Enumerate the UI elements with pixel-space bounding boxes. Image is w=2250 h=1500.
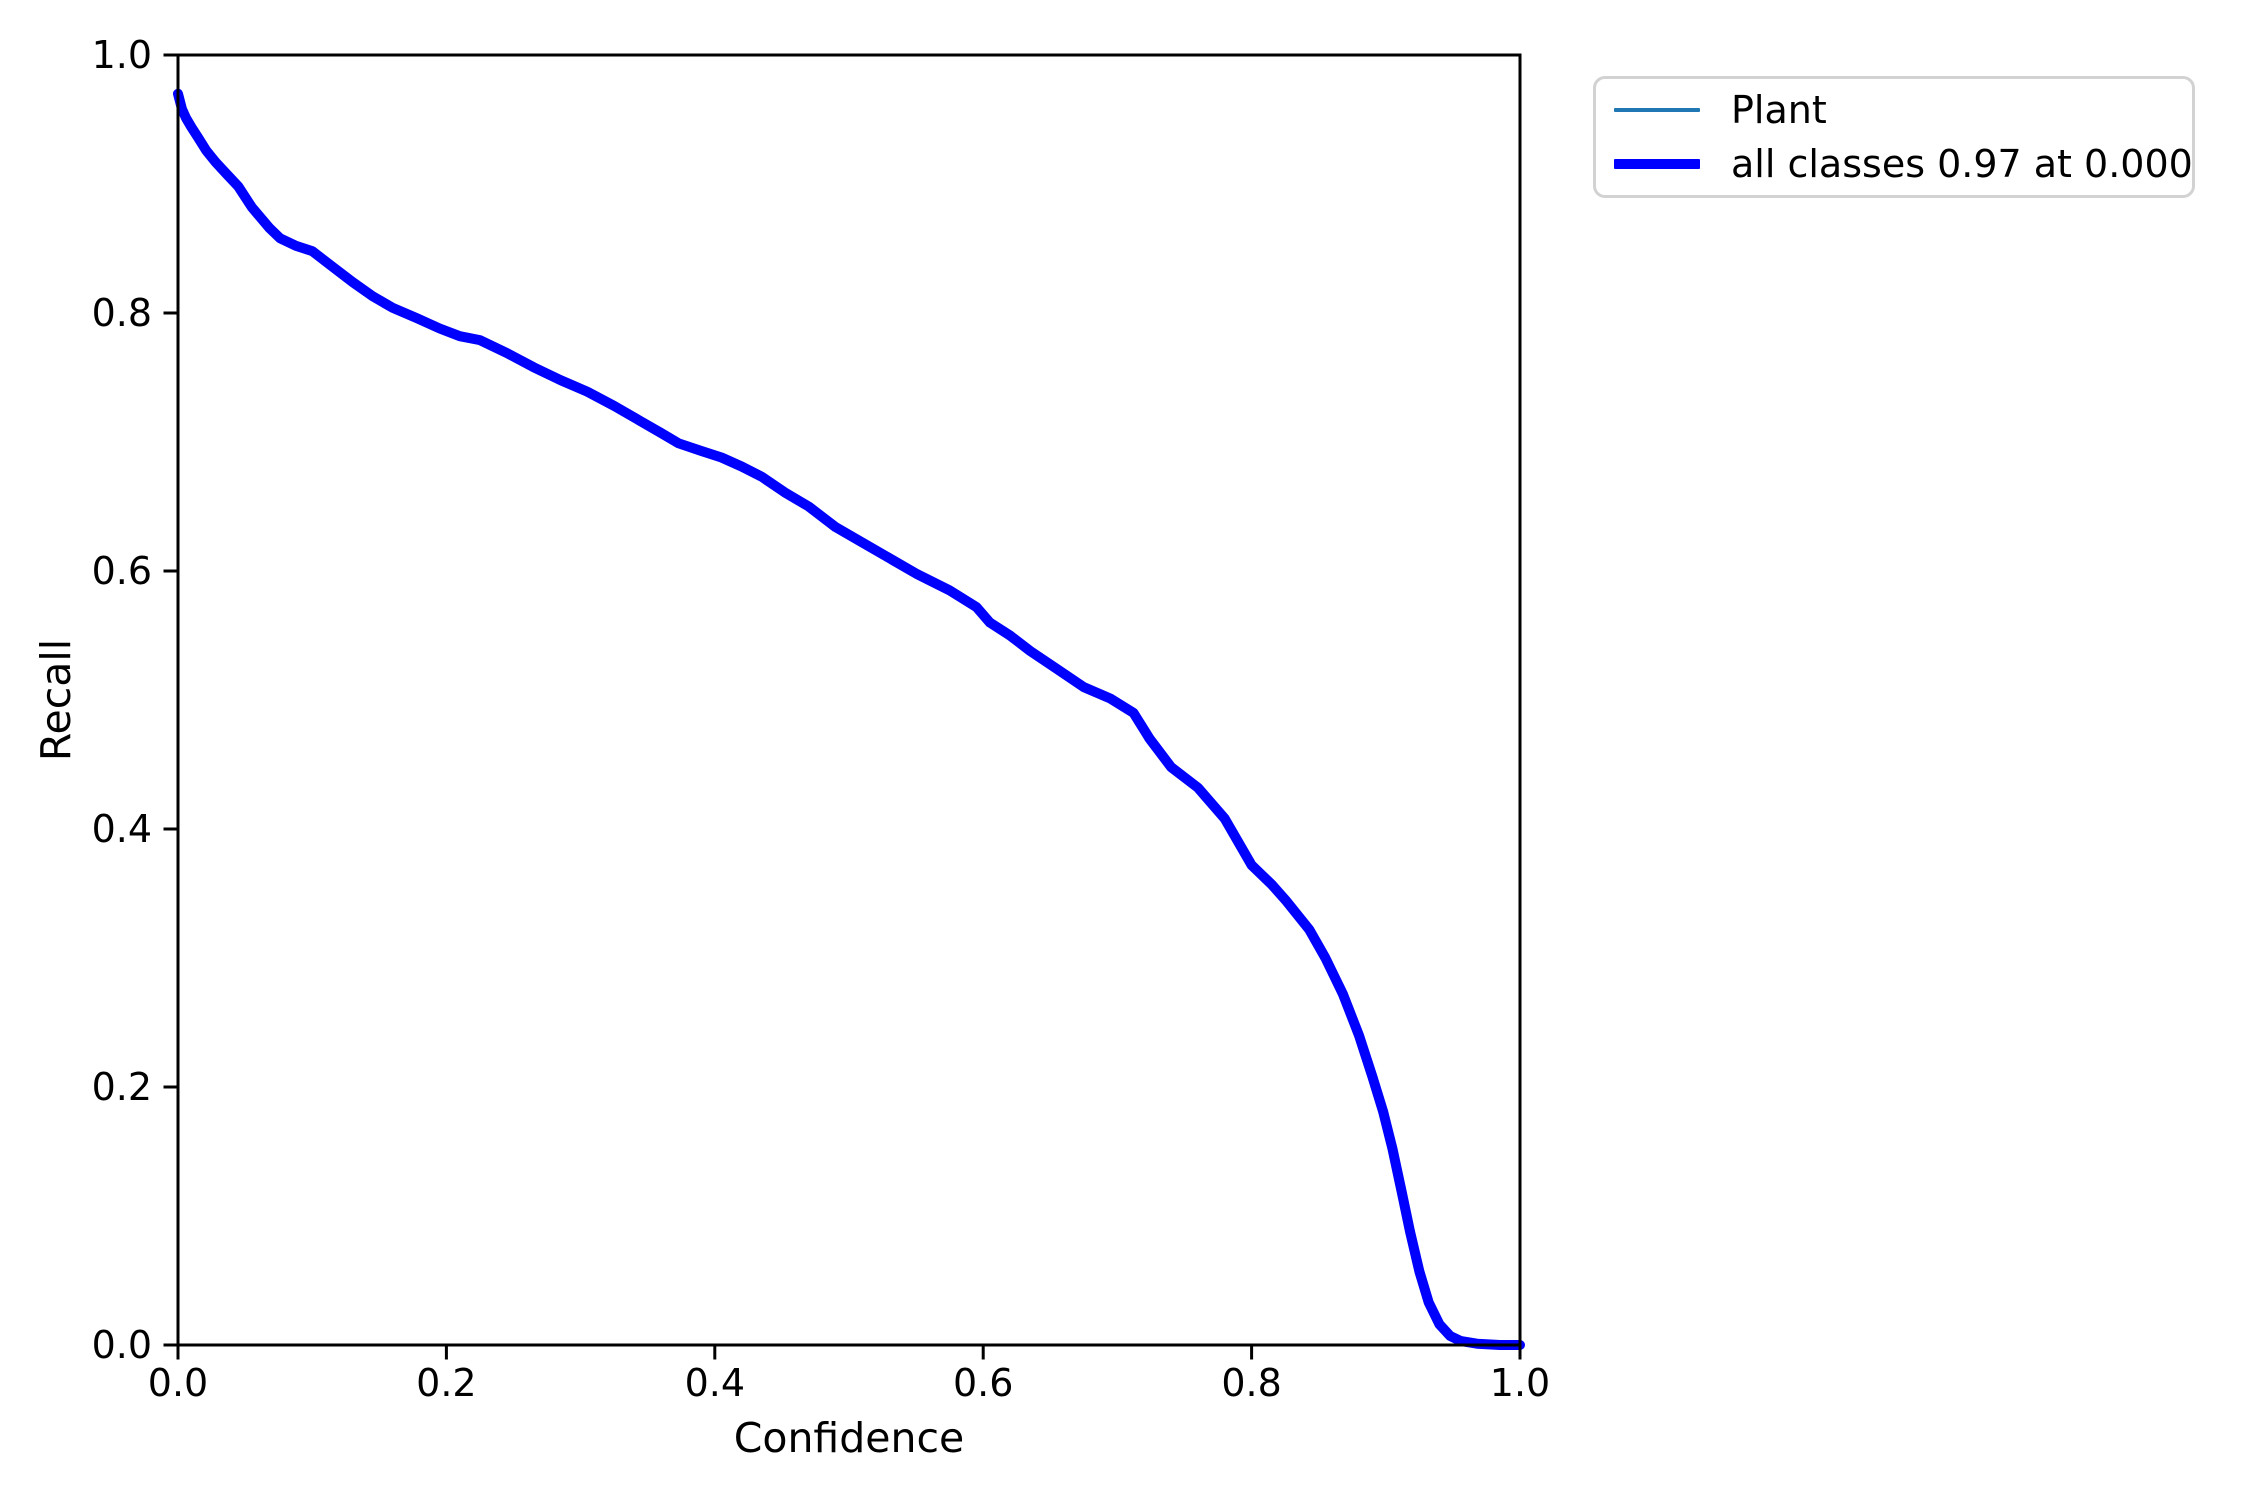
- y-tick-label: 0.4: [92, 807, 152, 851]
- tick-layer: [163, 53, 1522, 1360]
- tick-label-layer: 0.0 0.2 0.4 0.6 0.8 1.0 0.0 0.2 0.4 0.6 0.8 1.0: [92, 33, 1551, 1405]
- legend-label-plant: Plant: [1731, 87, 1827, 132]
- y-tick-label: 0.6: [92, 549, 152, 593]
- legend-label-all-classes: all classes 0.97 at 0.000: [1731, 142, 2193, 187]
- y-tick-label: 0.0: [92, 1323, 152, 1367]
- y-tick-label: 0.2: [92, 1065, 152, 1109]
- x-tick-label: 0.0: [148, 1361, 208, 1405]
- axes-spines: [176, 53, 1522, 1347]
- x-tick-label: 0.6: [953, 1361, 1013, 1405]
- x-axis-title: Confidence: [734, 1414, 965, 1462]
- series-line-plant: [176, 91, 1522, 1347]
- y-tick-label: 0.8: [92, 291, 152, 335]
- x-tick-label: 0.2: [416, 1361, 476, 1405]
- x-tick-label: 0.4: [685, 1361, 745, 1405]
- curve-layer: [173, 88, 1525, 1350]
- legend-item-all-classes[interactable]: all classes 0.97 at 0.000: [1614, 138, 2193, 190]
- series-line-all-classes: [173, 88, 1525, 1350]
- x-tick-label: 0.8: [1221, 1361, 1281, 1405]
- y-axis-title: Recall: [32, 639, 80, 761]
- plant-line-swatch: [1614, 107, 1700, 112]
- y-tick-label: 1.0: [92, 33, 152, 77]
- legend: Plant all classes 0.97 at 0.000: [1593, 76, 2195, 198]
- x-tick-label: 1.0: [1490, 1361, 1550, 1405]
- all-classes-line-swatch: [1614, 159, 1700, 170]
- legend-item-plant[interactable]: Plant: [1614, 84, 2174, 136]
